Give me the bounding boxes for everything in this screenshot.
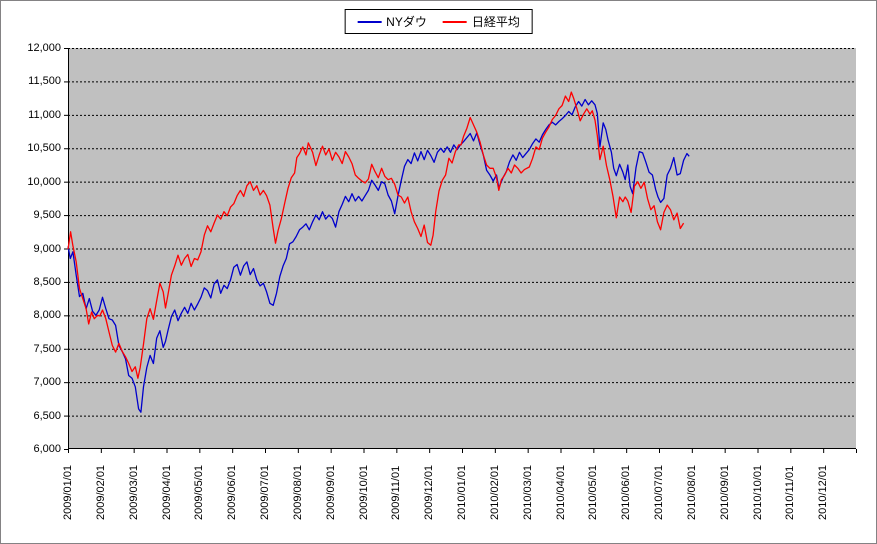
x-tick-label: 2010/05/01 [587, 464, 600, 520]
y-tick-label: 11,000 [28, 108, 61, 121]
x-tick-label: 2010/06/01 [620, 464, 633, 520]
x-tick-label: 2010/08/01 [685, 464, 698, 520]
legend-label-nikkei: 日経平均 [471, 15, 520, 29]
y-tick-label: 7,000 [33, 376, 61, 389]
legend-item-ny-dow[interactable]: NYダウ [357, 13, 427, 30]
y-tick-label: 6,000 [33, 443, 61, 455]
x-tick-label: 2009/02/01 [94, 464, 107, 520]
legend: NYダウ 日経平均 [344, 9, 533, 34]
y-tick-label: 9,000 [33, 242, 61, 255]
y-tick-label: 8,500 [33, 275, 61, 288]
x-tick-label: 2010/01/01 [456, 464, 468, 520]
x-tick-label: 2010/12/01 [817, 464, 830, 520]
legend-line-sample-ny-dow [357, 20, 382, 23]
x-tick-label: 2009/11/01 [390, 465, 403, 520]
x-tick-label: 2009/03/01 [127, 464, 140, 520]
x-tick-label: 2010/10/01 [751, 464, 764, 520]
x-tick-label: 2009/12/01 [423, 464, 436, 520]
y-tick-label: 12,000 [27, 42, 61, 54]
x-tick-label: 2009/07/01 [259, 464, 271, 520]
series-line-0 [67, 98, 690, 413]
x-tick-label: 2009/10/01 [357, 464, 370, 520]
x-tick-label: 2009/08/01 [291, 464, 304, 520]
series-line-1 [67, 91, 685, 379]
x-tick-label: 2009/01/01 [62, 464, 74, 520]
x-tick-label: 2010/02/01 [488, 464, 501, 520]
y-tick-label: 10,000 [27, 175, 61, 188]
x-tick-label: 2009/06/01 [226, 464, 239, 520]
x-tick-label: 2010/04/01 [554, 464, 567, 520]
y-tick-label: 8,000 [33, 309, 61, 322]
x-tick-label: 2009/09/01 [324, 464, 337, 520]
legend-item-nikkei[interactable]: 日経平均 [442, 13, 520, 30]
y-tick-label: 6,500 [33, 409, 61, 422]
x-tick-label: 2009/04/01 [160, 464, 173, 520]
plot-area [64, 48, 857, 453]
x-tick-label: 2010/09/01 [718, 464, 731, 520]
y-tick-label: 10,500 [27, 142, 61, 155]
x-tick-label: 2010/07/01 [653, 464, 665, 520]
y-tick-label: 11,500 [28, 75, 61, 88]
plot-svg [64, 48, 857, 453]
y-tick-label: 7,500 [33, 342, 61, 355]
legend-line-sample-nikkei [442, 20, 467, 23]
legend-label-ny-dow: NYダウ [386, 15, 427, 29]
x-tick-label: 2010/11/01 [784, 465, 797, 520]
x-tick-label: 2010/03/01 [521, 464, 534, 520]
x-tick-label: 2009/05/01 [193, 464, 206, 520]
y-tick-label: 9,500 [33, 209, 61, 222]
